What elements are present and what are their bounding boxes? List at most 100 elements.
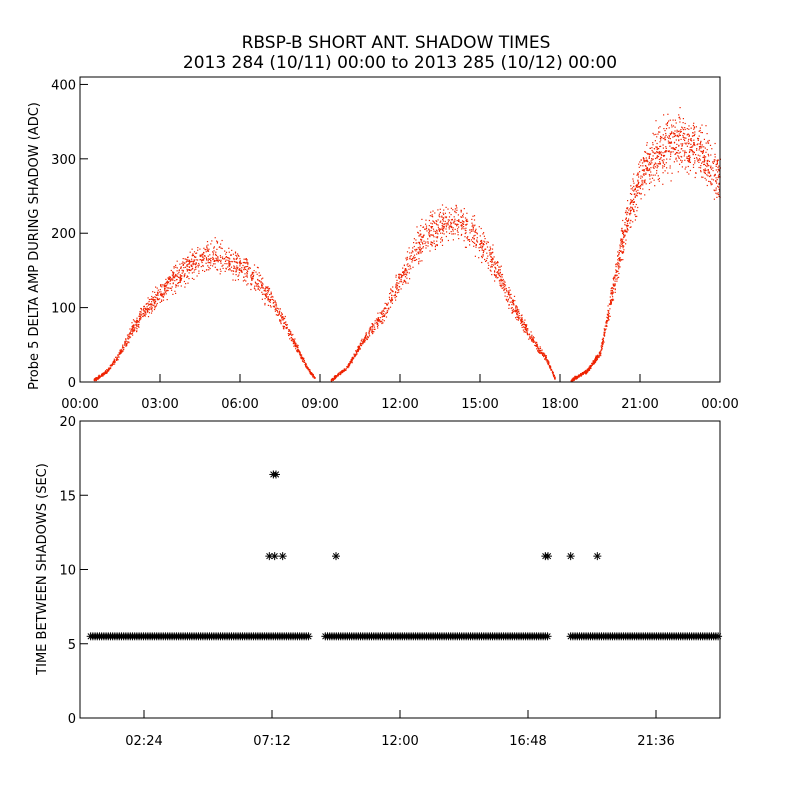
data-point: [383, 320, 385, 322]
data-point: [659, 145, 661, 148]
data-point: [491, 264, 493, 266]
data-point: [267, 292, 269, 294]
data-point: [511, 309, 513, 311]
data-point: [468, 239, 470, 241]
data-point: [682, 132, 685, 134]
data-point: [161, 293, 163, 295]
data-point: [499, 271, 501, 273]
data-point: [454, 218, 456, 220]
data-point: [275, 314, 277, 316]
data-point: [449, 225, 451, 227]
data-point: [538, 349, 540, 351]
data-point: [405, 273, 407, 275]
data-point: [662, 167, 664, 169]
data-point: [429, 230, 431, 232]
data-point: [154, 299, 156, 301]
data-point: [396, 279, 398, 281]
data-point: [239, 258, 241, 260]
data-point: [643, 170, 645, 172]
data-point: [280, 315, 282, 317]
data-point: [624, 222, 626, 224]
data-point: [443, 223, 445, 226]
data-point: [136, 325, 138, 327]
data-point: [187, 256, 189, 259]
data-point: [596, 357, 598, 359]
data-point: [621, 245, 623, 247]
data-point: [235, 254, 237, 256]
data-point: [133, 330, 135, 332]
data-point: [435, 223, 437, 225]
data-point: [452, 222, 454, 224]
data-point: [95, 379, 97, 381]
data-point: [465, 219, 467, 221]
data-point: [132, 324, 135, 326]
data-point: [151, 295, 153, 298]
data-point: [371, 333, 374, 335]
data-point: [549, 365, 551, 367]
data-point: [522, 323, 524, 325]
data-point: [360, 345, 363, 347]
data-point: [658, 153, 660, 155]
data-point: [398, 291, 400, 293]
data-point: [195, 259, 197, 261]
data-point: [718, 194, 720, 196]
data-point: [610, 293, 612, 295]
data-point: [228, 262, 230, 264]
data-point: [687, 161, 690, 163]
data-point: [652, 158, 654, 160]
data-point: [633, 211, 635, 213]
data-point: [641, 162, 644, 164]
data-point: [481, 242, 483, 244]
data-point: [197, 266, 199, 268]
data-point: [612, 284, 615, 286]
data-point: [193, 254, 195, 256]
data-point: [274, 310, 276, 312]
data-point: [377, 312, 379, 314]
data-point: [372, 323, 374, 325]
data-point: [331, 378, 333, 380]
data-point: [206, 269, 208, 271]
data-point: [364, 336, 366, 339]
data-point: [143, 312, 145, 315]
data-point: [670, 180, 672, 182]
data-point: [590, 365, 592, 367]
data-point: [247, 262, 249, 264]
data-point: [441, 225, 443, 227]
data-point: [546, 361, 548, 363]
data-point: [189, 259, 191, 261]
data-point: [705, 142, 707, 144]
data-point: [679, 134, 681, 136]
data-point: [286, 324, 288, 326]
data-point: [499, 275, 501, 277]
data-point: [527, 329, 529, 331]
data-point: [420, 248, 422, 250]
data-point: [180, 279, 182, 281]
data-point: [246, 261, 248, 263]
data-point: [656, 142, 658, 145]
data-point: [645, 151, 647, 153]
data-point: [676, 134, 678, 136]
data-point: [421, 239, 423, 241]
data-point: [626, 221, 628, 223]
data-point: [382, 319, 384, 321]
data-point: [140, 307, 142, 310]
data-point: [617, 270, 619, 272]
data-point: [191, 272, 193, 274]
data-point: [228, 257, 230, 259]
data-point: [657, 152, 659, 154]
data-point: [676, 152, 678, 154]
data-point: [148, 303, 150, 305]
data-point: [503, 289, 505, 292]
data-point: [378, 319, 380, 321]
data-point: [706, 133, 708, 135]
data-point: [457, 214, 459, 216]
data-point: [476, 239, 478, 241]
data-point: [510, 293, 512, 295]
data-point: [646, 160, 648, 162]
data-point: [605, 324, 607, 326]
data-point: [655, 152, 657, 154]
data-point: [543, 356, 545, 358]
data-point: [487, 267, 489, 269]
data-point: [121, 347, 124, 349]
data-point: [640, 175, 642, 177]
